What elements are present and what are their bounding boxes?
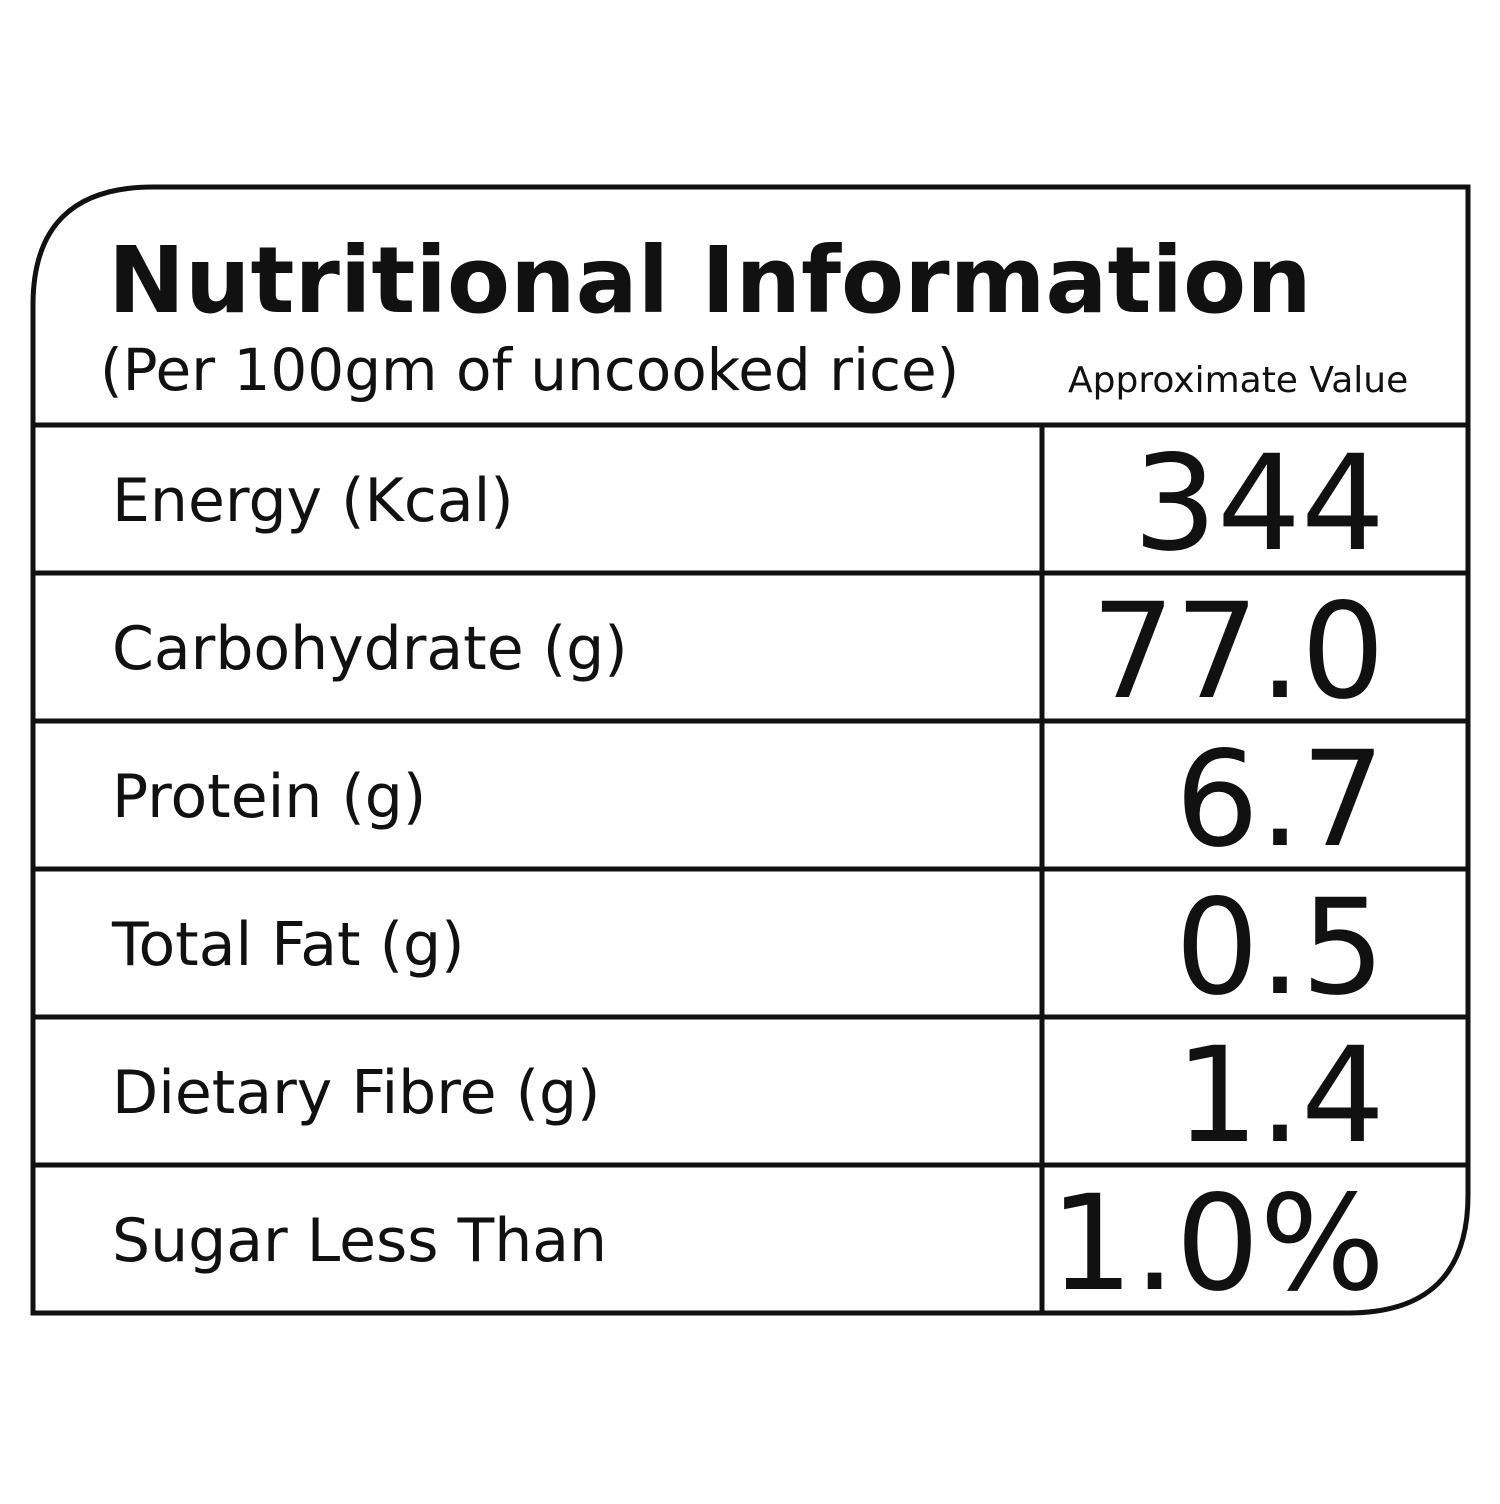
row-label: Protein (g) [112, 762, 426, 832]
title: Nutritional Information [108, 227, 1312, 334]
row-label: Carbohydrate (g) [112, 614, 628, 684]
label-border [30, 184, 1471, 1316]
row-value: 1.0% [1050, 1167, 1385, 1321]
row-value: 77.0 [1091, 575, 1385, 729]
row-value: 0.5 [1175, 871, 1385, 1025]
row-label: Dietary Fibre (g) [112, 1058, 600, 1128]
row-value: 1.4 [1175, 1019, 1385, 1173]
row-label: Sugar Less Than [112, 1206, 607, 1276]
note: Approximate Value [1068, 360, 1408, 401]
row-label: Energy (Kcal) [112, 466, 514, 536]
row-value: 6.7 [1175, 723, 1385, 877]
row-label: Total Fat (g) [111, 910, 464, 980]
row-value: 344 [1133, 427, 1385, 581]
subtitle: (Per 100gm of uncooked rice) [100, 336, 959, 404]
